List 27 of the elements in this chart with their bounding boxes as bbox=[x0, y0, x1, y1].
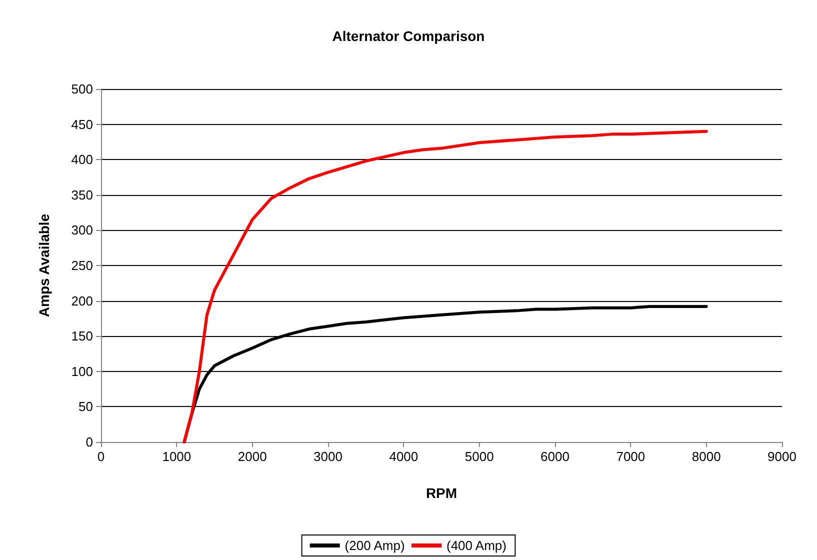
y-tick-label: 100 bbox=[71, 364, 93, 379]
y-tick-label: 0 bbox=[86, 434, 93, 450]
y-tick-label: 250 bbox=[71, 258, 93, 273]
y-tick-label: 400 bbox=[71, 152, 93, 168]
x-tick-label: 7000 bbox=[616, 449, 646, 464]
y-tick-label: 200 bbox=[71, 293, 93, 308]
x-tick-label: 1000 bbox=[162, 449, 192, 464]
y-tick-label: 150 bbox=[71, 328, 93, 344]
x-axis-title: RPM bbox=[426, 485, 458, 501]
chart-title: Alternator Comparison bbox=[332, 28, 485, 44]
x-tick-label: 2000 bbox=[238, 449, 267, 464]
y-tick-label: 450 bbox=[71, 116, 93, 132]
y-tick-label: 300 bbox=[71, 222, 93, 238]
x-tick-label: 4000 bbox=[389, 449, 418, 464]
legend-label: (200 Amp) bbox=[344, 538, 405, 553]
y-tick-label: 500 bbox=[71, 82, 93, 96]
line-series bbox=[182, 130, 708, 444]
y-tick-label: 350 bbox=[71, 187, 93, 202]
y-tick-label: 50 bbox=[78, 399, 93, 414]
x-tick-label: 0 bbox=[97, 449, 105, 464]
legend-label: (400 Amp) bbox=[446, 538, 506, 553]
y-axis-title: Amps Available bbox=[36, 214, 52, 318]
x-tick-label: 3000 bbox=[314, 449, 342, 464]
x-tick-label: 5000 bbox=[464, 449, 494, 464]
x-tick-label: 9000 bbox=[768, 449, 796, 464]
x-tick-label: 8000 bbox=[692, 449, 721, 464]
x-tick-label: 6000 bbox=[540, 449, 570, 464]
